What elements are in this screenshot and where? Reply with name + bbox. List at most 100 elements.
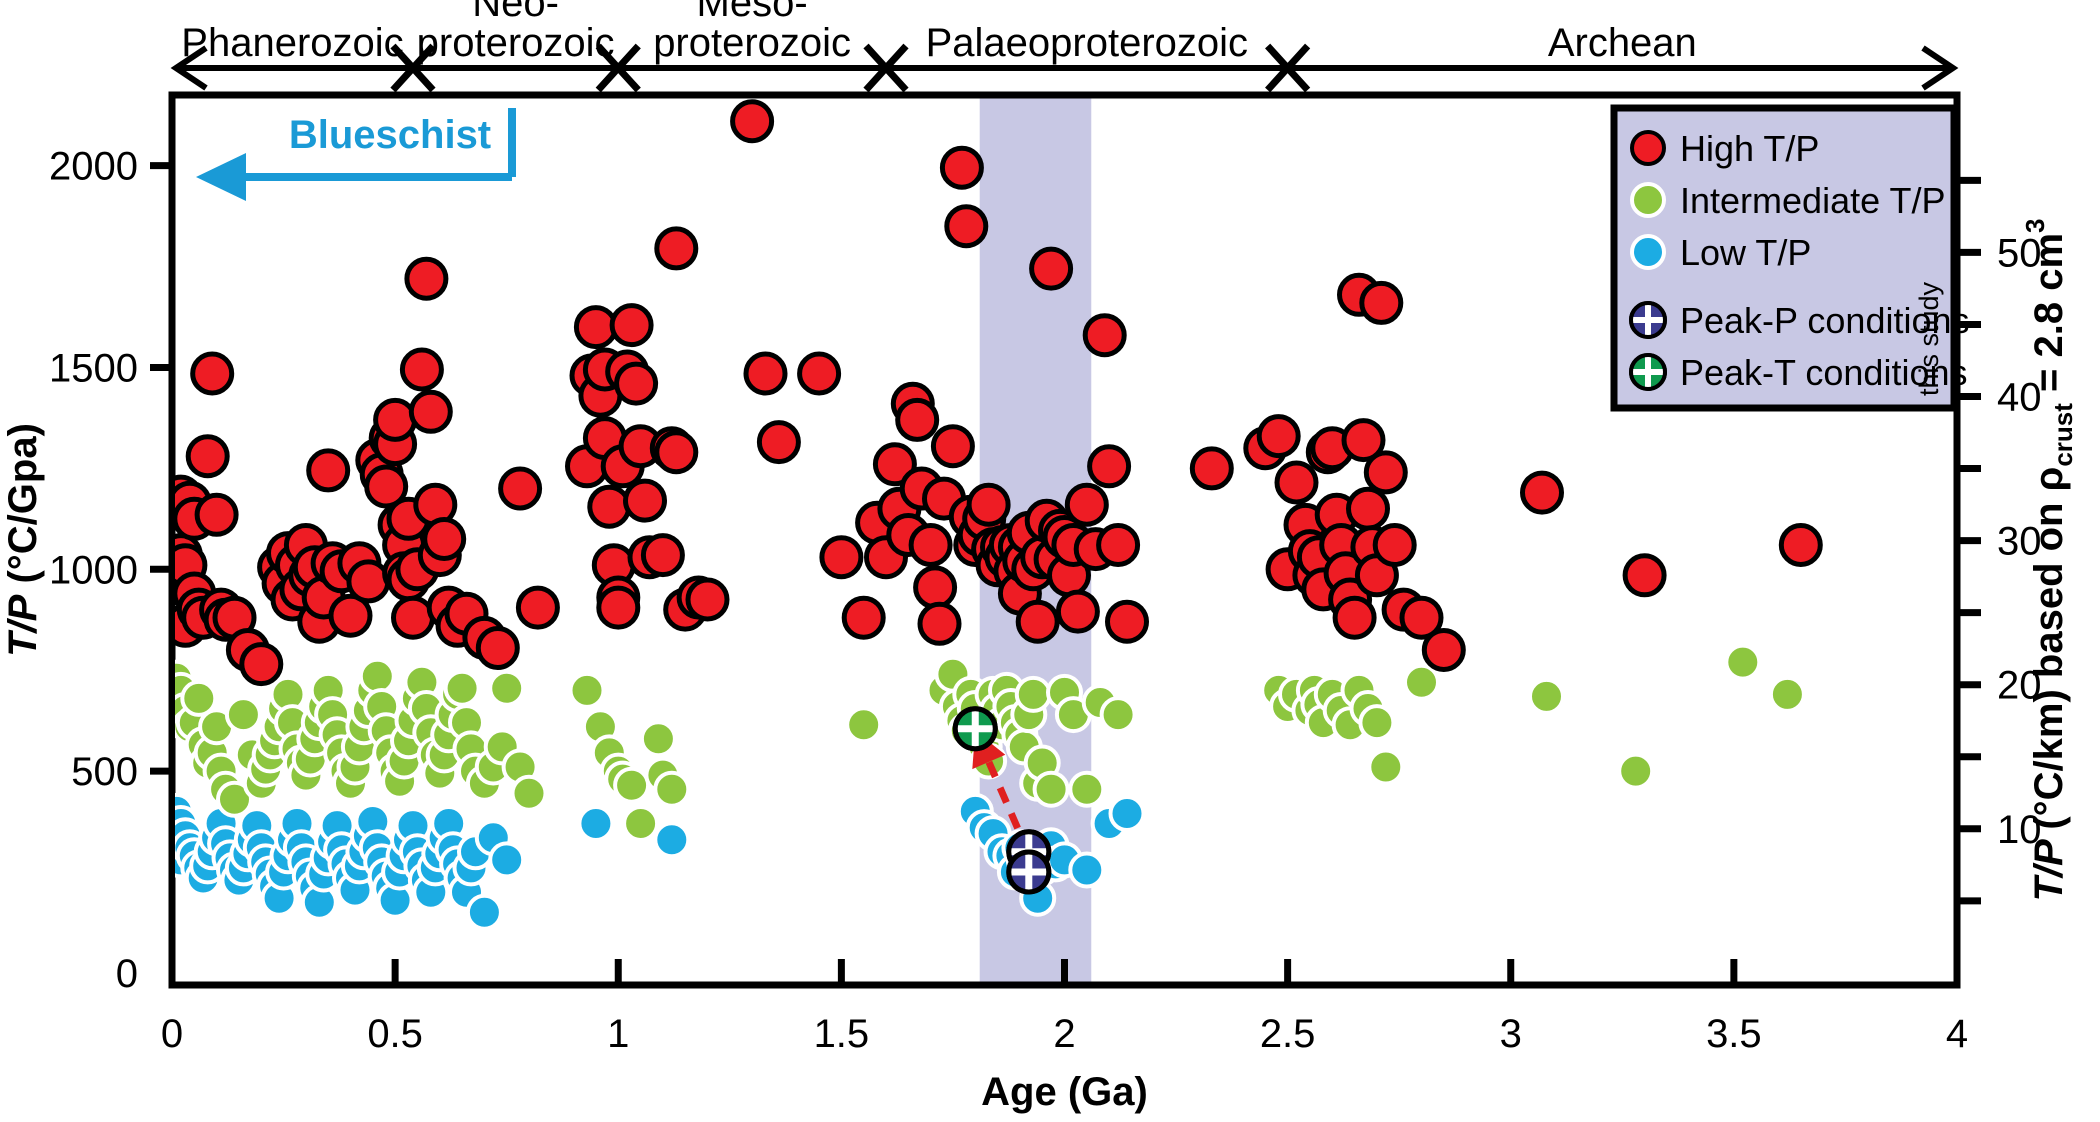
- y-right-axis: 10 20 30 40 50T/P (°C/km) based on ρcrust = …: [1957, 176, 2078, 905]
- legend-item[interactable]: Peak-P conditions: [1629, 300, 1970, 341]
- data-point: [498, 466, 543, 511]
- y-left-tick-label: 2000: [49, 145, 138, 189]
- x-tick-label: 4: [1946, 1012, 1968, 1056]
- data-point: [596, 585, 641, 630]
- data-point: [1082, 313, 1127, 358]
- y-left-tick-label: 500: [71, 750, 138, 794]
- y-left-tick-label: 1000: [49, 548, 138, 592]
- svg-text:T/P (°C/Gpa): T/P (°C/Gpa): [1, 423, 45, 657]
- legend-marker-circle: [1630, 234, 1666, 270]
- data-point: [1189, 446, 1234, 491]
- data-point: [1332, 595, 1377, 640]
- data-point: [797, 351, 842, 396]
- data-point: [609, 303, 654, 348]
- era-label: Phanerozoic: [181, 21, 403, 65]
- data-point: [1064, 482, 1109, 527]
- blueschist-arrow-head: [196, 153, 246, 201]
- data-point: [613, 766, 651, 804]
- data-point: [488, 669, 526, 707]
- data-point: [654, 226, 699, 271]
- data-point: [587, 484, 632, 529]
- legend-item[interactable]: Intermediate T/P: [1630, 180, 1945, 221]
- data-point: [1346, 486, 1390, 531]
- legend-marker-circle: [1630, 130, 1666, 166]
- x-tick-label: 2.5: [1260, 1012, 1316, 1056]
- data-point: [1778, 523, 1823, 567]
- data-point: [1096, 523, 1141, 567]
- data-point: [1105, 599, 1149, 644]
- y-right-tick-label: 20: [1997, 664, 2042, 708]
- era-divider: [1265, 43, 1311, 93]
- data-point: [1108, 795, 1146, 832]
- data-point: [1768, 675, 1806, 713]
- data-point: [364, 464, 409, 509]
- data-point: [730, 99, 775, 144]
- data-point: [685, 577, 730, 622]
- data-point: [913, 565, 958, 610]
- data-point: [1363, 450, 1408, 495]
- blueschist-annotation: Blueschist: [196, 108, 516, 201]
- data-points-layer: [175, 99, 1823, 931]
- x-tick-label: 1: [607, 1012, 629, 1056]
- legend-item[interactable]: Low T/P: [1630, 232, 1811, 273]
- era-right-arrow: [1921, 45, 1959, 91]
- data-point: [966, 482, 1011, 527]
- x-axis: 0 0.5 1 1.5 2 2.5 3 3.5 4 Age (Ga): [161, 959, 1968, 1114]
- era-label: Archean: [1548, 21, 1697, 65]
- y-right-tick-label: 40: [1997, 376, 2042, 420]
- data-point: [515, 585, 560, 630]
- data-point: [488, 841, 526, 879]
- data-point: [1724, 643, 1762, 681]
- data-point: [346, 559, 391, 604]
- legend-item-label: High T/P: [1680, 128, 1819, 169]
- data-point: [328, 593, 373, 638]
- data-point: [653, 770, 691, 808]
- data-point: [653, 821, 691, 859]
- data-point: [917, 601, 962, 646]
- blueschist-label: Blueschist: [289, 113, 491, 157]
- series-intermediate-t-p: [175, 643, 1806, 842]
- data-point: [1403, 663, 1440, 701]
- legend-box: [1610, 104, 1958, 412]
- data-point: [743, 351, 788, 396]
- data-point: [391, 595, 435, 640]
- data-point: [872, 442, 917, 487]
- series-low-t-p: [175, 792, 1146, 931]
- data-point: [1372, 523, 1417, 567]
- data-point: [1358, 704, 1396, 742]
- data-point: [1068, 770, 1106, 808]
- data-point: [819, 535, 864, 580]
- data-point: [845, 706, 883, 744]
- x-tick-label: 0: [161, 1012, 183, 1056]
- era-divider: [390, 43, 436, 93]
- data-point: [190, 351, 235, 396]
- data-point: [422, 517, 467, 561]
- x-tick-label: 2: [1053, 1012, 1075, 1056]
- legend-item-label: Peak-P conditions: [1680, 300, 1970, 341]
- y-left-tick-label: 1500: [49, 346, 138, 390]
- data-point: [443, 669, 481, 707]
- legend-item[interactable]: High T/P: [1630, 128, 1819, 169]
- data-point: [1032, 770, 1070, 808]
- data-point: [1068, 851, 1106, 889]
- data-point: [306, 448, 351, 493]
- legend-marker-circle: [1630, 182, 1666, 218]
- data-point: [654, 430, 699, 475]
- data-point: [573, 305, 618, 350]
- data-point: [1617, 752, 1655, 790]
- data-point: [577, 805, 615, 842]
- y-left-tick-label: 0: [116, 952, 138, 996]
- data-point: [1367, 748, 1405, 786]
- y-right-tick-label: 10: [1997, 808, 2042, 852]
- peak-connector-line: [972, 729, 1033, 856]
- data-point: [1055, 589, 1100, 634]
- era-divider: [863, 43, 909, 93]
- data-point: [908, 523, 953, 567]
- legend-item[interactable]: Peak-T conditions: [1629, 352, 1968, 393]
- peak-markers: [952, 706, 1052, 895]
- data-point: [1399, 595, 1444, 640]
- svg-text:T/P (°C/km) based on ρcrust =: T/P (°C/km) based on ρcrust = 2.8 cm3: [2020, 218, 2078, 901]
- data-point: [1014, 675, 1052, 713]
- data-point: [1087, 444, 1132, 489]
